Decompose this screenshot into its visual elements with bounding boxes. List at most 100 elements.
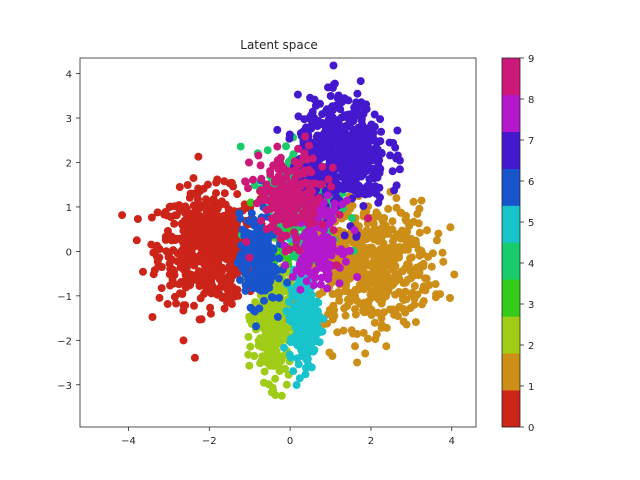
data-point <box>343 295 352 304</box>
data-point <box>190 220 199 229</box>
chart-title: Latent space <box>240 38 317 52</box>
data-point <box>187 255 195 264</box>
x-tick-label: 4 <box>449 436 455 447</box>
data-point <box>133 215 142 223</box>
data-point <box>333 328 342 337</box>
data-point <box>294 296 303 305</box>
data-point <box>434 229 443 238</box>
data-point <box>206 309 215 318</box>
y-axis: −3 −2 −1 0 1 2 3 4 <box>57 70 80 392</box>
data-point <box>177 254 186 263</box>
data-point <box>292 381 301 389</box>
data-point <box>351 342 359 351</box>
data-point <box>416 261 425 270</box>
data-point <box>213 211 222 220</box>
data-point <box>205 215 214 224</box>
data-point <box>276 327 285 336</box>
data-point <box>376 137 385 146</box>
data-point <box>392 154 401 163</box>
data-point <box>281 261 290 270</box>
data-point <box>341 180 350 189</box>
data-point <box>357 255 366 264</box>
data-point <box>323 284 332 293</box>
data-point <box>254 264 263 272</box>
data-point <box>293 90 302 99</box>
data-point <box>377 127 386 136</box>
data-point <box>192 205 201 214</box>
data-point <box>362 280 371 289</box>
data-point <box>331 101 340 110</box>
data-point <box>349 260 358 269</box>
data-point <box>183 181 192 189</box>
data-point <box>364 214 372 223</box>
data-point <box>294 360 303 369</box>
data-point <box>329 244 337 252</box>
data-point <box>300 214 309 223</box>
data-point <box>263 236 272 245</box>
data-point <box>273 266 282 275</box>
data-point <box>274 274 283 283</box>
data-point <box>342 154 351 163</box>
data-point <box>290 228 299 237</box>
data-point <box>273 125 282 134</box>
data-point <box>259 378 268 387</box>
data-point <box>328 290 337 298</box>
colorbar-segment <box>502 279 520 317</box>
data-point <box>218 197 226 206</box>
data-point <box>179 336 188 345</box>
data-point <box>293 186 302 195</box>
data-point <box>403 245 412 254</box>
data-point <box>213 175 222 184</box>
data-point <box>273 312 282 321</box>
data-point <box>175 289 184 298</box>
data-point <box>427 262 436 271</box>
data-point <box>406 254 415 263</box>
data-point <box>282 184 291 193</box>
data-point <box>194 152 203 161</box>
data-point <box>392 194 401 203</box>
data-point <box>306 236 315 245</box>
data-point <box>197 244 206 253</box>
data-point <box>288 252 297 261</box>
data-point <box>149 270 158 279</box>
data-point <box>391 261 400 270</box>
scatter-points <box>118 61 459 400</box>
data-point <box>333 94 342 103</box>
data-point <box>372 330 381 339</box>
data-point <box>244 184 252 193</box>
data-point <box>351 157 360 166</box>
data-point <box>264 345 273 354</box>
data-point <box>250 215 259 224</box>
data-point <box>334 291 343 300</box>
data-point <box>274 338 283 347</box>
data-point <box>275 367 284 376</box>
data-point <box>296 285 305 294</box>
data-point <box>317 143 326 152</box>
data-point <box>240 260 249 269</box>
data-point <box>351 146 360 155</box>
x-tick-label: 0 <box>287 436 293 447</box>
data-point <box>148 313 157 321</box>
data-point <box>399 279 408 287</box>
data-point <box>382 342 391 351</box>
data-point <box>300 115 309 124</box>
data-point <box>364 334 372 343</box>
colorbar-tick-label: 4 <box>528 259 534 270</box>
data-point <box>215 228 224 237</box>
data-point <box>272 347 281 356</box>
colorbar-segment <box>502 205 520 243</box>
data-point <box>132 236 141 245</box>
data-point <box>350 103 359 112</box>
data-point <box>355 152 364 161</box>
data-point <box>281 247 290 256</box>
data-point <box>190 301 198 310</box>
data-point <box>208 282 217 290</box>
data-point <box>297 258 306 267</box>
data-point <box>310 345 319 354</box>
colorbar-tick-label: 5 <box>528 218 534 229</box>
data-point <box>198 269 206 278</box>
data-point <box>309 219 318 227</box>
data-point <box>286 219 295 228</box>
data-point <box>390 186 399 195</box>
data-point <box>201 261 209 270</box>
